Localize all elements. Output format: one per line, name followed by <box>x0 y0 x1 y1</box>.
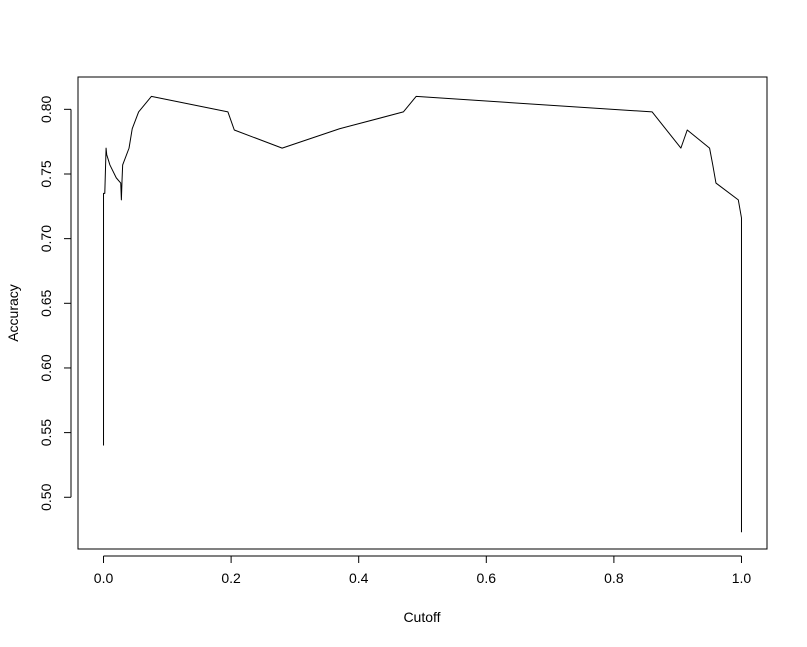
x-tick-label: 0.4 <box>349 570 369 586</box>
x-tick-label: 0.6 <box>477 570 497 586</box>
x-tick-label: 0.8 <box>604 570 624 586</box>
y-axis: 0.50 0.55 0.60 0.65 0.70 0.75 0.80 <box>38 95 72 511</box>
y-tick-label: 0.60 <box>38 354 54 381</box>
y-tick-label: 0.55 <box>38 419 54 446</box>
x-axis: 0.0 0.2 0.4 0.6 0.8 1.0 <box>94 555 752 586</box>
y-tick-label: 0.50 <box>38 483 54 510</box>
x-axis-label: Cutoff <box>403 609 440 625</box>
y-tick-label: 0.75 <box>38 160 54 187</box>
x-tick-label: 1.0 <box>732 570 752 586</box>
y-tick-label: 0.70 <box>38 225 54 252</box>
y-tick-label: 0.80 <box>38 95 54 122</box>
accuracy-series-line <box>103 95 742 533</box>
plot-frame <box>77 76 768 550</box>
x-tick-label: 0.0 <box>94 570 114 586</box>
y-axis-label: Accuracy <box>5 284 21 342</box>
y-tick-label: 0.65 <box>38 289 54 316</box>
x-tick-label: 0.2 <box>221 570 241 586</box>
